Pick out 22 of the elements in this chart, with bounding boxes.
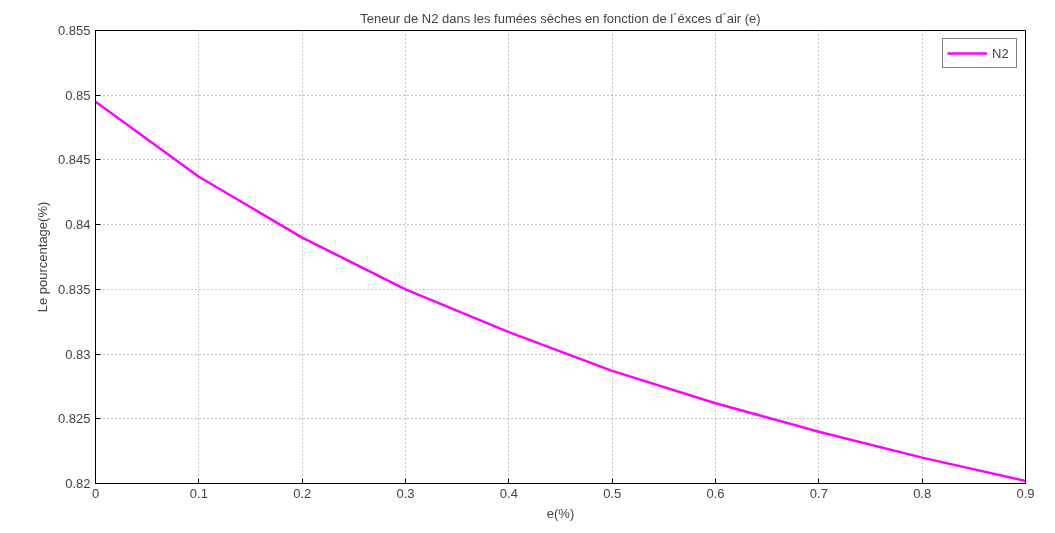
y-tick-label: 0.83 bbox=[65, 346, 91, 362]
y-tick-label: 0.855 bbox=[57, 23, 91, 38]
x-tick-label: 0.2 bbox=[293, 485, 312, 501]
x-tick-label: 0.7 bbox=[809, 485, 828, 501]
x-tick-label: 0.5 bbox=[603, 485, 622, 501]
y-tick-label: 0.82 bbox=[65, 476, 91, 491]
chart-title: Teneur de N2 dans les fumées sèches en fonction de l´éxces d´air (e) bbox=[360, 10, 761, 26]
y-tick-label: 0.835 bbox=[57, 281, 91, 297]
legend-label: N2 bbox=[992, 45, 1010, 61]
y-axis-title: Le pourcentage(%) bbox=[34, 201, 50, 313]
x-tick-label: 0.9 bbox=[1016, 485, 1035, 501]
x-tick-label: 0.4 bbox=[499, 485, 518, 501]
x-tick-label: 0 bbox=[91, 485, 100, 501]
x-tick-label: 0.6 bbox=[706, 485, 725, 501]
x-axis-title: e(%) bbox=[546, 505, 575, 521]
x-tick-label: 0.1 bbox=[189, 485, 208, 501]
x-tick-label: 0.8 bbox=[913, 485, 932, 501]
y-tick-label: 0.845 bbox=[57, 152, 91, 168]
x-tick-label: 0.3 bbox=[396, 485, 415, 501]
y-tick-label: 0.85 bbox=[65, 87, 91, 103]
y-tick-label: 0.84 bbox=[65, 217, 91, 233]
y-tick-label: 0.825 bbox=[57, 411, 91, 427]
